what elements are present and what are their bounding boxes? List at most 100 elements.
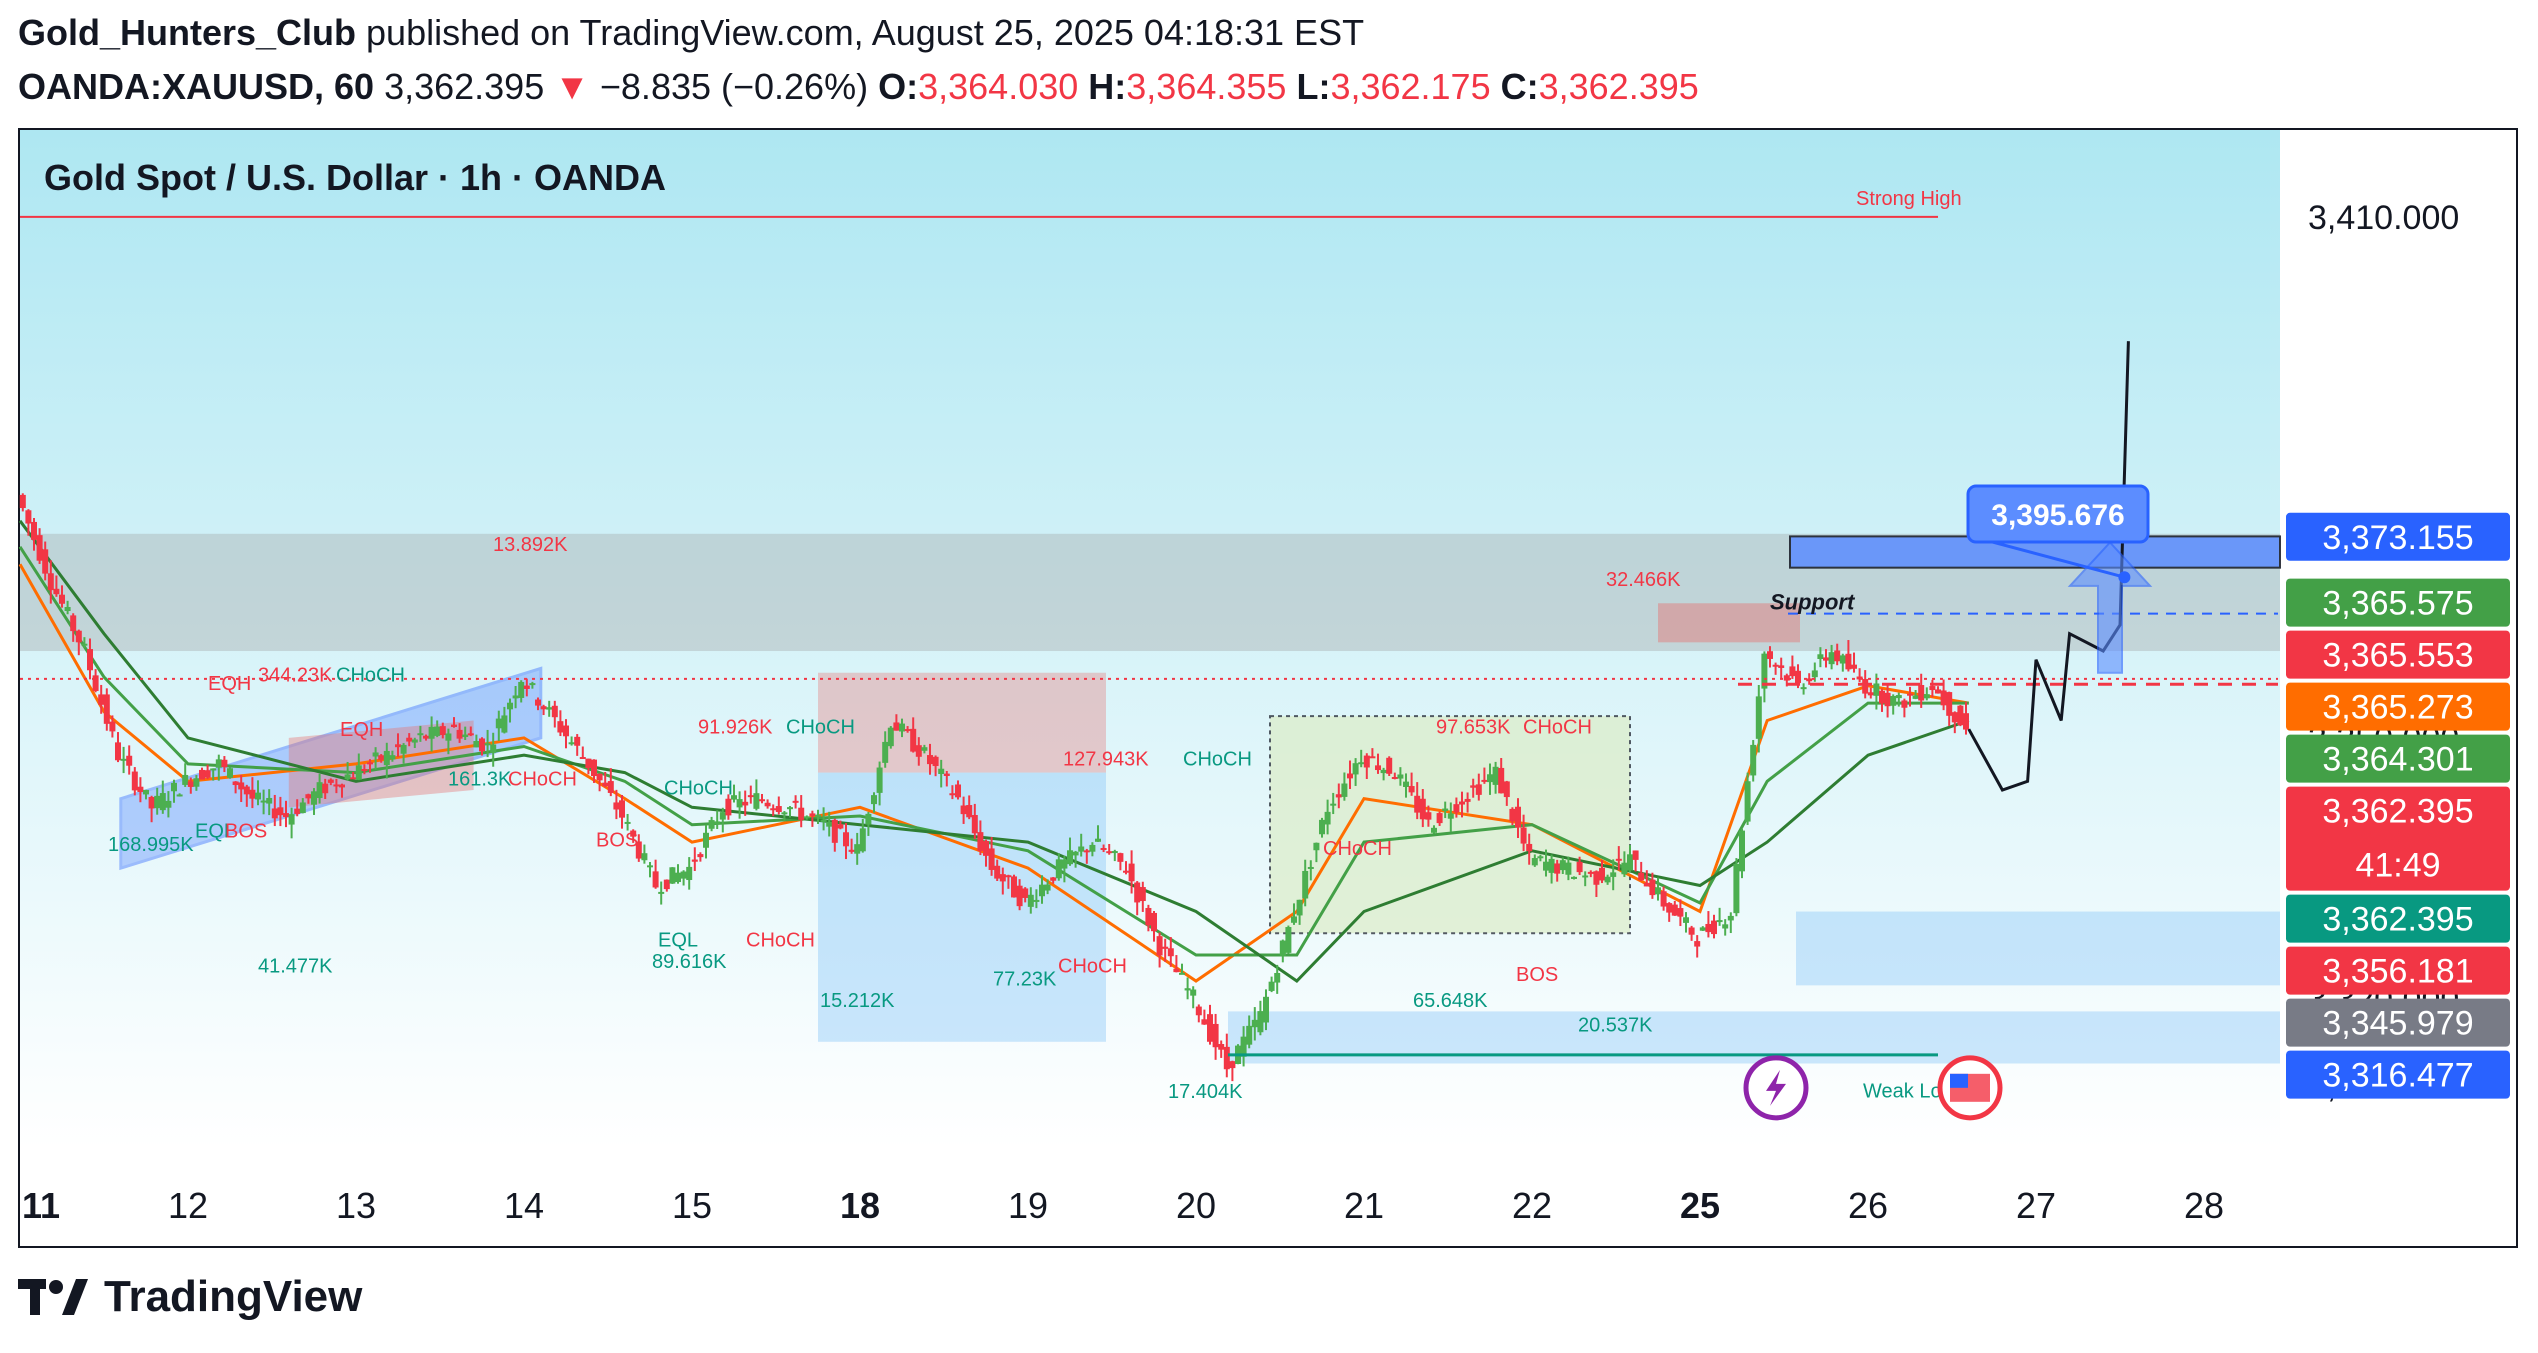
candle-body xyxy=(227,768,233,778)
candle-body xyxy=(1750,744,1757,776)
candle-body xyxy=(1083,850,1090,853)
target-callout-line xyxy=(1977,536,2125,579)
candle-body xyxy=(495,718,502,729)
candle-body xyxy=(137,786,144,792)
candle-body xyxy=(406,737,413,742)
volume-label: 20.537K xyxy=(1578,1014,1653,1036)
candle-body xyxy=(1851,664,1857,669)
choch-label-8: CHoCH xyxy=(1323,838,1392,860)
candle-body xyxy=(1879,690,1885,704)
candle-body xyxy=(742,801,749,806)
candle-body xyxy=(400,744,407,754)
candle-body xyxy=(1498,767,1505,794)
candle-body xyxy=(249,789,256,799)
eql-label-1: EQL xyxy=(195,821,235,843)
candle-body xyxy=(691,859,698,862)
candle-body xyxy=(395,744,401,748)
candle-body xyxy=(1823,657,1829,661)
candle-body xyxy=(1565,862,1572,875)
price-label-text: 3,365.553 xyxy=(2322,637,2473,675)
candle-body xyxy=(355,765,362,780)
plot-background xyxy=(20,130,2280,1148)
candle-body xyxy=(876,767,883,793)
strong-high-label: Strong High xyxy=(1856,188,1962,210)
candle-body xyxy=(602,782,609,787)
price-chart[interactable]: 3,395.676 Strong High Weak Lo Support EQH EQH… xyxy=(18,128,2518,1248)
candle-body xyxy=(215,759,222,768)
candle-body xyxy=(949,793,956,796)
candle-body xyxy=(1772,664,1779,667)
candle-body xyxy=(1531,858,1538,866)
candle-body xyxy=(1890,695,1897,706)
volume-label: 15.212K xyxy=(820,990,895,1012)
candle-body xyxy=(977,832,984,852)
candle-body xyxy=(378,755,385,760)
candle-body xyxy=(1223,1046,1230,1070)
y-tick-label: 3,410.000 xyxy=(2308,199,2459,237)
candle-body xyxy=(1033,899,1040,902)
candle-body xyxy=(1005,875,1012,878)
candle-body xyxy=(529,683,536,686)
candle-body xyxy=(31,521,37,540)
candle-body xyxy=(607,781,614,793)
candle-body xyxy=(540,706,547,710)
candle-body xyxy=(1167,948,1174,957)
candle-body xyxy=(747,795,754,798)
candle-body xyxy=(546,707,553,710)
candle-body xyxy=(943,773,950,776)
candle-body xyxy=(204,770,211,778)
candle-body xyxy=(1683,917,1689,923)
eqh-label-1: EQH xyxy=(208,673,251,695)
high-value: 3,364.355 xyxy=(1126,66,1287,107)
candle-body xyxy=(1352,763,1359,775)
candle-body xyxy=(1117,853,1124,862)
lightning-icon xyxy=(1766,1069,1786,1106)
support-label: Support xyxy=(1770,589,1856,614)
candle-body xyxy=(1111,851,1118,854)
last-price: 3,362.395 xyxy=(384,66,545,107)
candle-body xyxy=(1627,854,1633,871)
candle-body xyxy=(1151,912,1157,932)
price-label-box xyxy=(2286,734,2510,783)
candle-body xyxy=(1470,785,1477,788)
volume-label: 32.466K xyxy=(1606,569,1681,591)
candle-body xyxy=(1106,851,1113,854)
candle-body xyxy=(367,762,373,765)
choch-label-9: CHoCH xyxy=(1523,717,1592,739)
candle-body xyxy=(1901,700,1908,708)
candle-body xyxy=(1363,755,1370,768)
candle-body xyxy=(1302,870,1309,899)
candle-body xyxy=(266,797,273,804)
candle-body xyxy=(1414,795,1421,813)
candle-body xyxy=(787,807,793,810)
price-label-countdown: 41:49 xyxy=(2355,847,2440,885)
candle-body xyxy=(1643,882,1650,887)
candle-body xyxy=(994,865,1001,879)
candle-body xyxy=(1923,694,1930,699)
tradingview-logo[interactable]: TradingView xyxy=(18,1272,362,1322)
candle-body xyxy=(1246,1025,1253,1045)
candle-body xyxy=(501,715,508,733)
candle-body xyxy=(1957,705,1964,726)
down-arrow-icon: ▼ xyxy=(554,66,590,107)
candle-body xyxy=(109,721,116,732)
high-label: H: xyxy=(1088,66,1127,107)
candle-body xyxy=(658,891,665,894)
support-order-block xyxy=(1658,603,1800,643)
moving-average-line-3 xyxy=(18,519,1970,983)
candle-body xyxy=(809,813,816,816)
x-tick-label: 12 xyxy=(168,1185,208,1226)
candle-body xyxy=(143,789,149,795)
candle-body xyxy=(1291,916,1297,923)
candle-body xyxy=(613,802,620,810)
candle-body xyxy=(1582,875,1589,878)
candle-body xyxy=(193,778,200,787)
candle-body xyxy=(1380,769,1387,774)
author-name[interactable]: Gold_Hunters_Club xyxy=(18,12,357,53)
candle-body xyxy=(255,792,261,800)
candle-body xyxy=(675,872,681,883)
candle-body xyxy=(333,784,340,787)
demand-zone-upper xyxy=(1796,911,2280,986)
candle-body xyxy=(652,871,659,888)
candle-body xyxy=(1156,936,1163,956)
